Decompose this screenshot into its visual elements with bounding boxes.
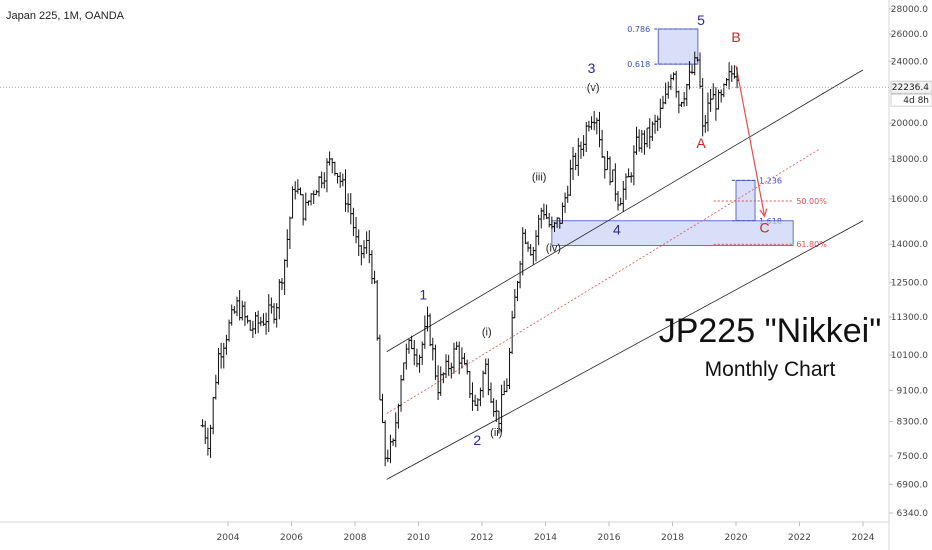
price-tick-label: 6340.0	[897, 509, 929, 519]
time-tick-label: 2022	[788, 533, 811, 543]
fib-level-label: 0.786	[627, 25, 650, 34]
fib-level-label: 0.618	[627, 60, 650, 69]
chart-subtitle: Monthly Chart	[705, 358, 836, 381]
time-tick-label: 2008	[344, 533, 367, 543]
price-tick-label: 8300.0	[897, 418, 929, 428]
wave-label: A	[696, 135, 706, 151]
wave-label: B	[731, 29, 740, 45]
price-tick-label: 20000.0	[891, 119, 928, 129]
time-tick-label: 2012	[471, 533, 494, 543]
projection-arrow	[735, 65, 766, 217]
wave-labels: 1 2 3 4 5 (i) (ii) (iii) (iv) (v) A B C	[419, 12, 769, 448]
wave-label: 1	[419, 286, 427, 302]
time-tick-label: 2004	[217, 533, 240, 543]
channel-line	[386, 149, 819, 414]
time-axis[interactable]: 2004 2006 2008 2010 2012 2014 2016 2018 2020 2022…	[217, 522, 875, 543]
price-tick-label: 26000.0	[891, 30, 928, 40]
price-tick-label: 10100.0	[891, 351, 928, 361]
candles	[200, 51, 740, 467]
price-tick-label: 9100.0	[897, 386, 929, 396]
price-tick-label: 18000.0	[891, 155, 928, 165]
price-tick-label: 16000.0	[891, 195, 928, 205]
projection-arrow-head	[759, 208, 768, 218]
chart-title: JP225 "Nikkei"	[659, 312, 882, 350]
price-tick-label: 14000.0	[891, 240, 928, 250]
chart-header: Japan 225, 1M, OANDA	[6, 10, 125, 22]
wave-label: (i)	[482, 326, 492, 338]
fib-box	[657, 28, 699, 65]
countdown-box	[890, 93, 932, 107]
time-tick-label: 2010	[407, 533, 430, 543]
time-tick-label: 2006	[280, 533, 303, 543]
channel-lines	[386, 65, 864, 480]
time-tick-label: 2016	[598, 533, 621, 543]
last-price-box	[890, 80, 932, 94]
price-axis[interactable]: 28000.026000.024000.022000.020000.018000…	[889, 5, 928, 519]
price-tick-label: 28000.0	[891, 5, 928, 15]
wave-label: (iii)	[532, 171, 547, 183]
bar-countdown: 4d 8h	[903, 96, 929, 106]
channel-line	[386, 220, 864, 480]
channel-line	[386, 69, 864, 352]
wave-label: 4	[613, 222, 621, 238]
wave-label: C	[760, 219, 770, 235]
time-tick-label: 2020	[725, 533, 748, 543]
price-tick-label: 11300.0	[891, 313, 928, 323]
wave-label: 2	[473, 432, 481, 448]
wave-label: (ii)	[490, 427, 502, 439]
time-tick-label: 2014	[534, 533, 557, 543]
last-price-label: 22236.4	[892, 83, 929, 93]
time-tick-label: 2018	[661, 533, 684, 543]
candle	[735, 67, 740, 89]
retracement-label: 61.80%	[796, 240, 827, 249]
wave-label: 5	[697, 12, 705, 28]
fib-box	[551, 220, 794, 246]
wave-label: (v)	[587, 82, 600, 94]
wave-label: (iv)	[546, 243, 561, 255]
price-tick-label: 7500.0	[897, 452, 929, 462]
price-tick-label: 12500.0	[891, 279, 928, 289]
price-tick-label: 24000.0	[891, 57, 928, 67]
retracement-label: 50.00%	[796, 197, 827, 206]
time-tick-label: 2024	[852, 533, 875, 543]
price-tick-label: 6900.0	[897, 480, 929, 490]
fib-level-label: 1.236	[759, 176, 782, 185]
wave-label: 3	[588, 60, 596, 76]
